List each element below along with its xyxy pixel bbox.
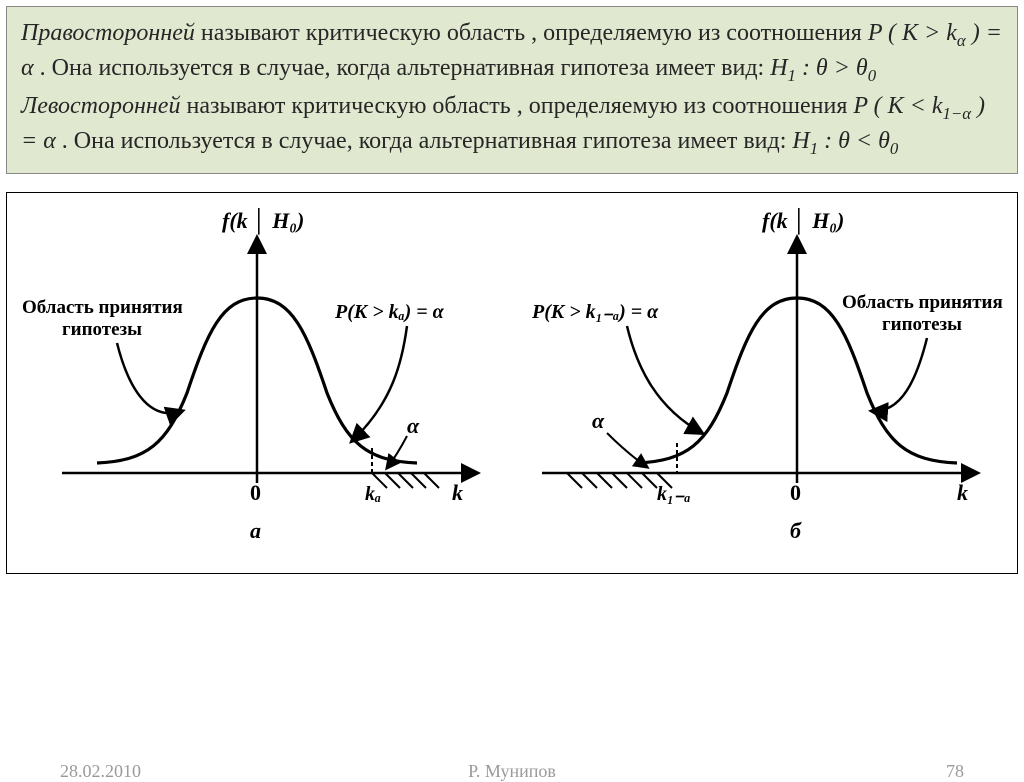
definition-box: Правосторонней называют критическую обла… [6, 6, 1018, 174]
left-sided-def: Левосторонней называют критическую облас… [21, 90, 1003, 161]
footer-date: 28.02.2010 [60, 761, 141, 782]
right-sided-def: Правосторонней называют критическую обла… [21, 17, 1003, 88]
accept-arrow-a [117, 343, 182, 413]
density-label-b: f(k │ H₀) [762, 207, 844, 235]
panel-b-svg: f(k │ H₀) α 0 k₁₋ₐ k б [507, 193, 1007, 573]
diagram-container: f(k │ H₀) α 0 kₐ k а Област [6, 192, 1018, 574]
right-sided-term: Правосторонней [21, 20, 195, 46]
zero-b: 0 [790, 480, 801, 505]
prob-arrow-a [352, 326, 407, 441]
panel-letter-a: а [250, 518, 261, 543]
left-sided-term: Левосторонней [21, 93, 180, 119]
panel-a: f(k │ H₀) α 0 kₐ k а Област [7, 193, 507, 573]
density-label-a: f(k │ H₀) [222, 207, 304, 235]
accept-label-a-l2: гипотезы [62, 319, 142, 340]
prob-label-b: P(K > k₁₋ₐ) = α [531, 301, 659, 323]
accept-label-a-l1: Область принятия [22, 297, 183, 318]
panel-letter-b: б [790, 518, 802, 543]
accept-label-b-l1: Область принятия [842, 292, 1003, 313]
prob-label-a: P(K > kₐ) = α [334, 301, 445, 323]
alpha-label-b: α [592, 408, 605, 433]
panel-a-svg: f(k │ H₀) α 0 kₐ k а Област [7, 193, 507, 573]
k-label-b: k [957, 480, 968, 505]
footer-author: Р. Мунипов [468, 761, 556, 782]
kalpha-label: kₐ [365, 483, 381, 505]
hatched-right-tail [372, 473, 439, 488]
alpha-label-a: α [407, 413, 420, 438]
k1alpha-label: k₁₋ₐ [657, 483, 691, 505]
zero-a: 0 [250, 480, 261, 505]
accept-label-b-l2: гипотезы [882, 314, 962, 335]
footer-page: 78 [946, 761, 964, 782]
panel-b: f(k │ H₀) α 0 k₁₋ₐ k б [507, 193, 1007, 573]
k-label-a: k [452, 480, 463, 505]
prob-arrow-b [627, 326, 702, 433]
alpha-arrow-b [607, 433, 647, 467]
accept-arrow-b [872, 338, 927, 411]
